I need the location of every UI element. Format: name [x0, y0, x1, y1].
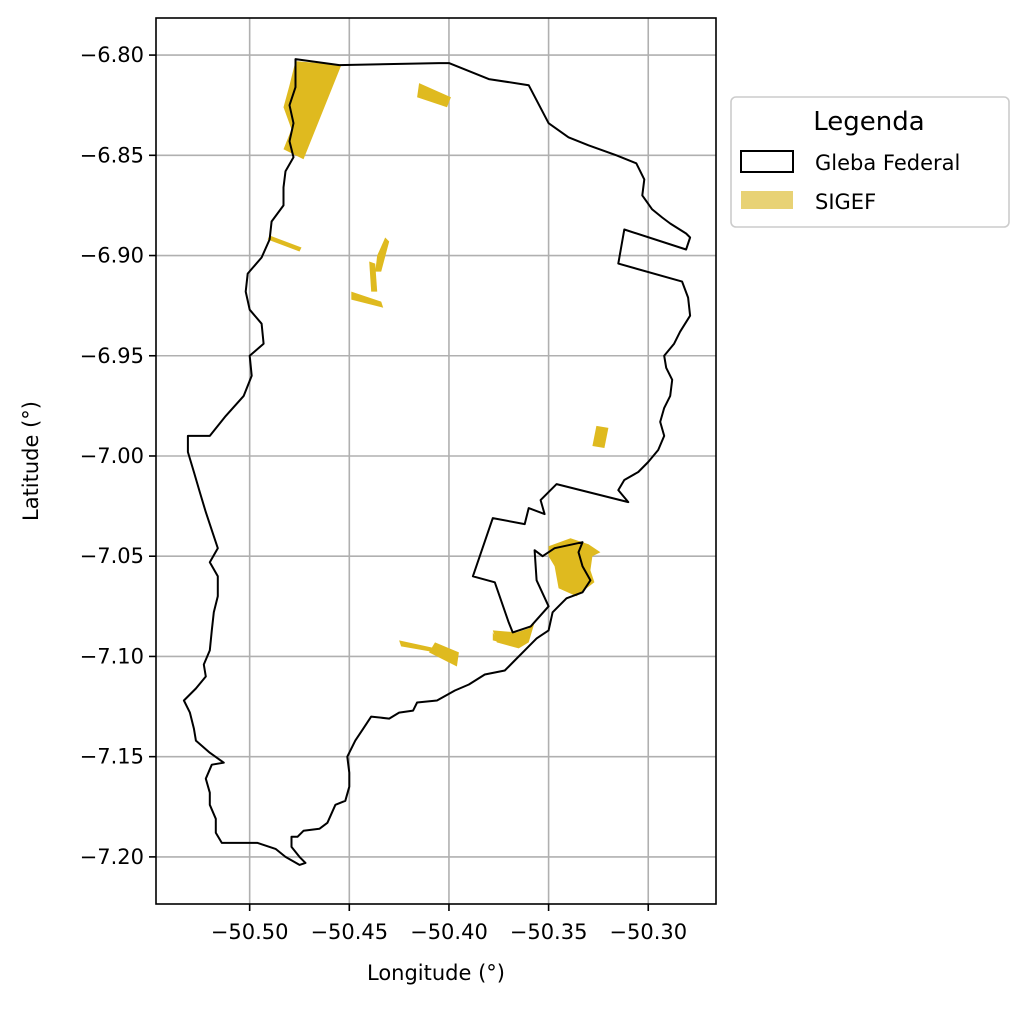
layer-sigef — [267, 61, 609, 667]
x-tick-label: −50.40 — [410, 920, 488, 944]
sigef-polygon — [375, 237, 390, 272]
y-tick-label: −7.10 — [80, 644, 144, 668]
sigef-polygon — [351, 291, 384, 308]
sigef-polygon — [548, 538, 601, 597]
y-tick-label: −7.00 — [80, 444, 144, 468]
legend-swatch-gleba-federal — [740, 150, 794, 173]
sigef-polygon — [492, 622, 535, 649]
sigef-polygon — [267, 235, 302, 252]
legend: Legenda Gleba Federal SIGEF — [730, 96, 1010, 228]
sigef-polygon — [417, 83, 451, 108]
sigef-polygon — [369, 261, 378, 292]
sigef-polygon — [283, 61, 342, 160]
gleba-federal-polygon — [182, 58, 692, 866]
y-tick-label: −7.20 — [80, 845, 144, 869]
plot-frame — [155, 17, 717, 905]
legend-box — [730, 96, 1010, 228]
x-axis-title: Longitude (°) — [367, 961, 505, 985]
sigef-polygon — [592, 425, 609, 448]
x-axis: −50.50 −50.45 −50.40 −50.35 −50.30 — [211, 904, 687, 944]
legend-label-gleba-federal: Gleba Federal — [815, 151, 960, 175]
y-tick-label: −6.90 — [80, 244, 144, 268]
y-tick-label: −7.05 — [80, 544, 144, 568]
x-tick-label: −50.35 — [510, 920, 588, 944]
y-tick-label: −6.85 — [80, 143, 144, 167]
x-tick-label: −50.45 — [310, 920, 388, 944]
y-tick-label: −6.80 — [80, 43, 144, 67]
x-tick-label: −50.50 — [211, 920, 289, 944]
x-tick-label: −50.30 — [609, 920, 687, 944]
legend-swatch-sigef — [741, 191, 793, 209]
y-axis-title: Latitude (°) — [19, 401, 43, 521]
layer-gleba-federal — [182, 58, 692, 866]
legend-title: Legenda — [813, 107, 924, 137]
map-layers — [182, 58, 692, 866]
legend-label-sigef: SIGEF — [815, 190, 876, 214]
y-axis: −6.80 −6.85 −6.90 −6.95 −7.00 −7.05 −7.10 −7.15… — [80, 43, 156, 869]
y-tick-label: −7.15 — [80, 745, 144, 769]
y-tick-label: −6.95 — [80, 344, 144, 368]
sigef-polygon — [429, 642, 459, 667]
